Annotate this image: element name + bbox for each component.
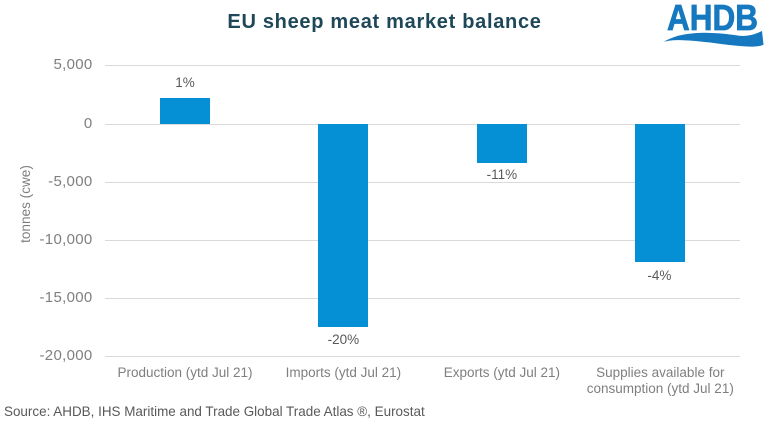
svg-text:AHDB: AHDB: [667, 0, 758, 38]
